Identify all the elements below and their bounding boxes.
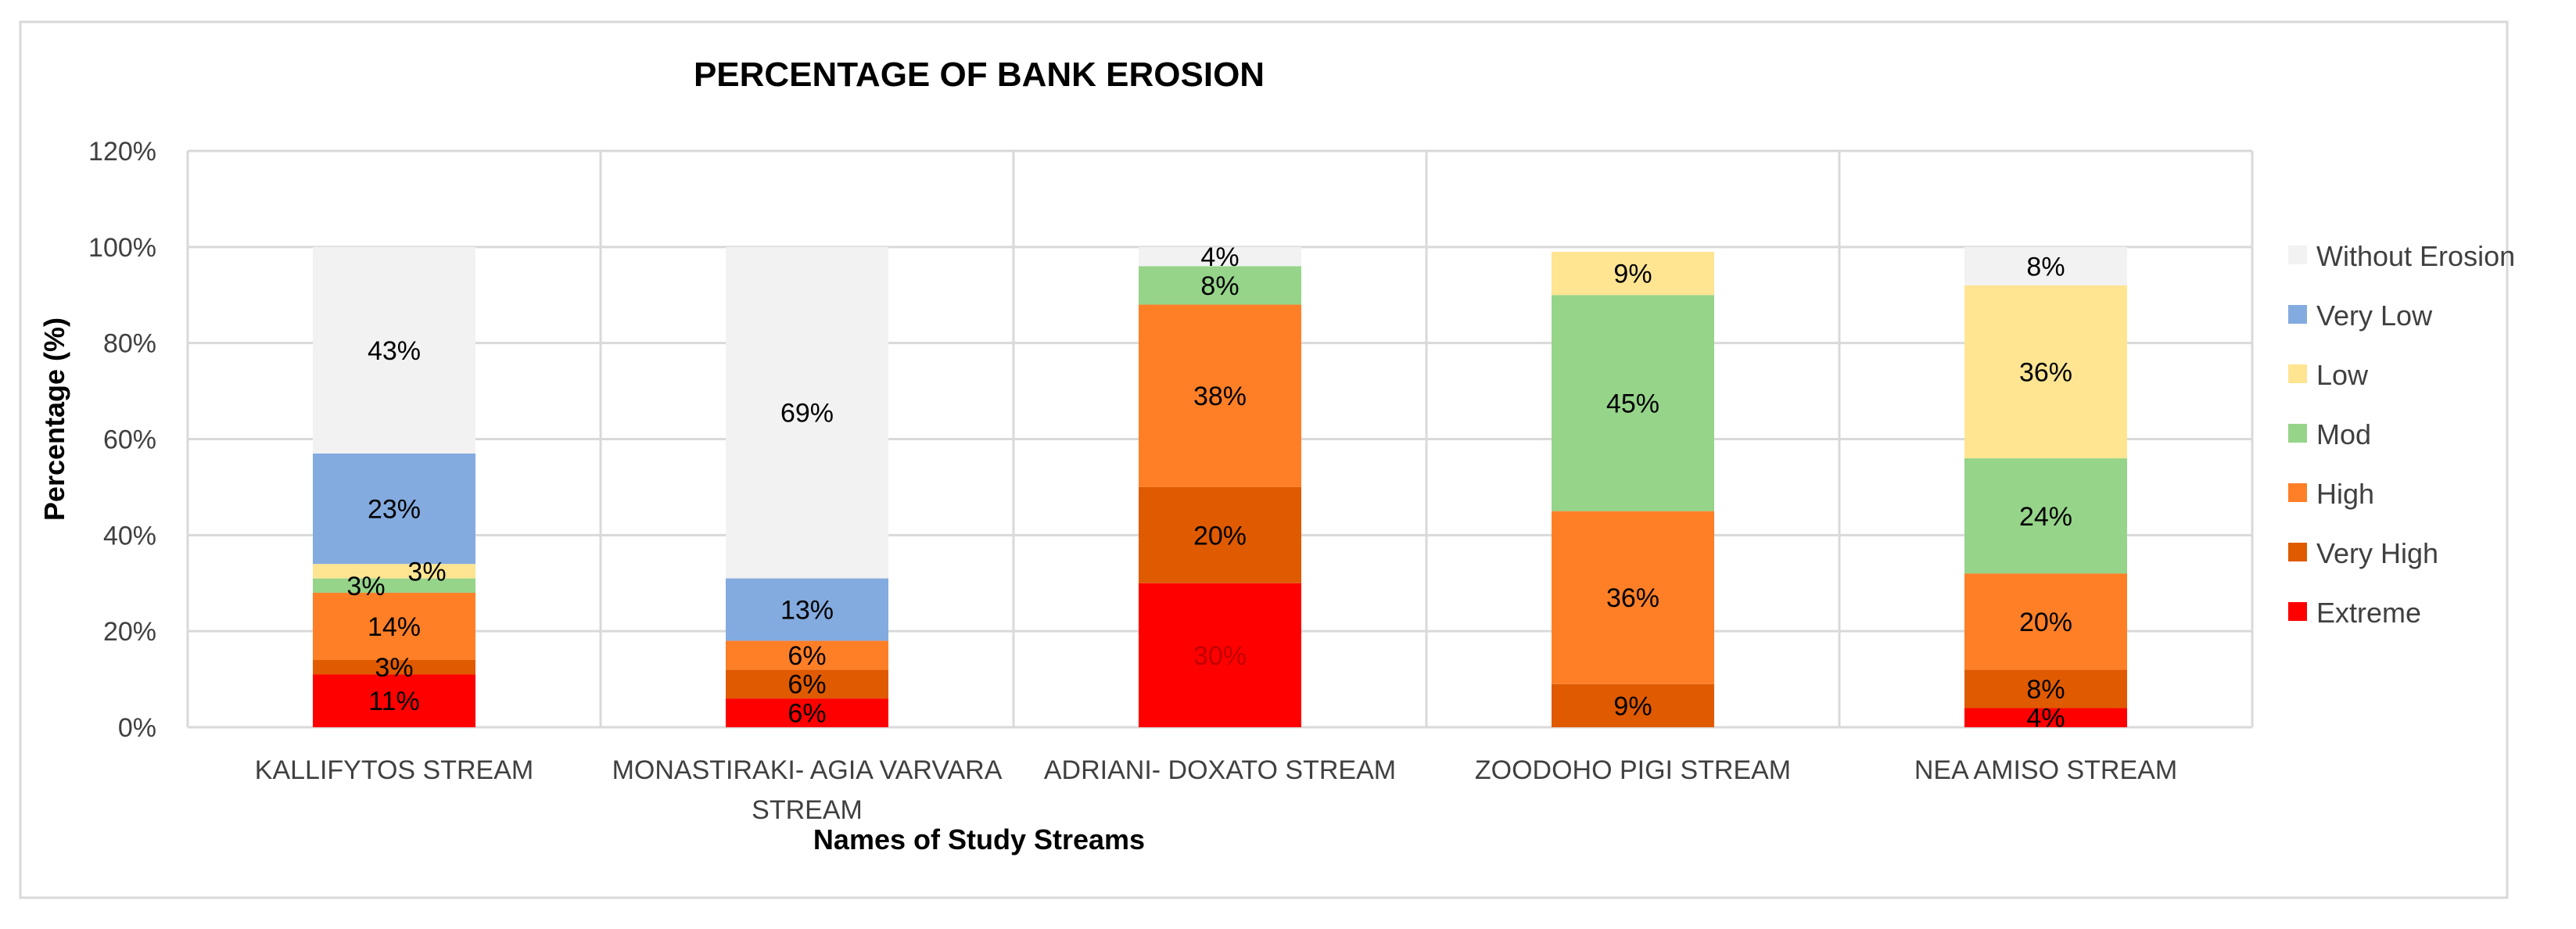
bar-segment — [313, 593, 475, 661]
x-tick-label: NEA AMISO STREAM — [1914, 755, 2177, 785]
data-label: 30% — [1193, 641, 1247, 671]
bar-segment — [726, 246, 888, 579]
legend-swatch — [2288, 305, 2307, 324]
data-label: 13% — [780, 596, 834, 626]
legend-swatch — [2288, 483, 2307, 502]
bar-segment — [1139, 486, 1301, 583]
bar-segment — [1552, 251, 1714, 296]
data-label: 11% — [368, 687, 420, 716]
legend-label: Without Erosion — [2316, 240, 2515, 272]
legend-item: Very Low — [2288, 300, 2433, 332]
chart-title: PERCENTAGE OF BANK EROSION — [694, 56, 1265, 94]
bar-segment — [726, 698, 888, 727]
data-label: 4% — [2026, 704, 2065, 734]
data-label: 8% — [1200, 271, 1239, 301]
bar-segment — [313, 674, 475, 727]
bar-segment — [313, 246, 475, 454]
data-label: 36% — [1606, 583, 1659, 613]
bar-segment — [1139, 266, 1301, 305]
bar-segment — [1552, 511, 1714, 684]
bars — [313, 246, 2127, 727]
data-label: 36% — [2019, 358, 2072, 388]
bar-segment — [1964, 458, 2127, 574]
legend-label: Extreme — [2316, 597, 2421, 629]
legend-item: High — [2288, 478, 2374, 510]
data-label: 45% — [1606, 389, 1659, 418]
bar-segment — [726, 669, 888, 699]
bar-segment — [313, 578, 475, 594]
legend-label: High — [2316, 478, 2374, 510]
legend-swatch — [2288, 246, 2307, 264]
bar-segment — [1964, 573, 2127, 670]
data-label: 69% — [780, 399, 834, 429]
data-label: 14% — [368, 612, 421, 642]
legend-item: Very High — [2288, 537, 2438, 569]
y-tick-label: 100% — [88, 233, 156, 263]
data-labels: 11%3%14%3% 3%23%43%6%6%6%13%69%30%20%38%8… — [346, 242, 2072, 734]
legend-item: Without Erosion — [2288, 240, 2515, 272]
legend-item: Mod — [2288, 418, 2371, 450]
y-tick-label: 120% — [88, 137, 156, 167]
bar-segment — [726, 640, 888, 670]
data-label: 8% — [2026, 252, 2065, 282]
data-label: 9% — [1613, 260, 1652, 289]
x-tick-label: ZOODOHO PIGI STREAM — [1475, 755, 1791, 785]
y-tick-label: 0% — [118, 713, 156, 743]
bar-segment — [1552, 683, 1714, 727]
data-label: 23% — [368, 495, 421, 525]
bar-segment — [1964, 708, 2127, 727]
bar-segment — [1139, 246, 1301, 267]
data-label: 20% — [2019, 608, 2072, 637]
legend-swatch — [2288, 424, 2307, 443]
bar-segment — [1139, 583, 1301, 727]
bar-segment — [313, 660, 475, 675]
legend-label: Low — [2316, 359, 2369, 391]
data-label: 43% — [368, 336, 421, 366]
y-axis-title: Percentage (%) — [38, 317, 70, 521]
data-label: 9% — [1613, 691, 1652, 721]
bar-segment — [726, 578, 888, 641]
legend: Without Erosion Very Low Low Mod High Very Hi… — [2288, 240, 2515, 629]
bar-segment — [1552, 295, 1714, 511]
legend-label: Very Low — [2316, 300, 2433, 332]
x-axis-title: Names of Study Streams — [813, 823, 1145, 855]
legend-item: Low — [2288, 359, 2369, 391]
legend-swatch — [2288, 543, 2307, 561]
y-tick-label: 60% — [103, 425, 156, 455]
data-label: 6% — [788, 670, 826, 700]
legend-label: Mod — [2316, 418, 2371, 450]
legend-swatch — [2288, 364, 2307, 383]
y-tick-label: 80% — [103, 329, 156, 359]
data-label: 6% — [788, 699, 826, 729]
data-label: 38% — [1193, 382, 1247, 411]
y-axis-tick-labels: 0% 20% 40% 60% 80% 100% 120% — [88, 137, 156, 743]
bar-segment — [1964, 285, 2127, 459]
y-tick-label: 20% — [103, 617, 156, 647]
legend-swatch — [2288, 602, 2307, 621]
data-label: 3% — [375, 653, 413, 683]
data-label: 3% — [407, 557, 446, 586]
x-tick-label: KALLIFYTOS STREAM — [255, 755, 533, 785]
bar-segment — [1964, 246, 2127, 285]
data-label: 20% — [1193, 521, 1247, 551]
bar-segment — [1964, 669, 2127, 708]
legend-label: Very High — [2316, 537, 2438, 569]
y-tick-label: 40% — [103, 521, 156, 551]
x-tick-label: STREAM — [752, 795, 863, 825]
bar-segment — [313, 453, 475, 565]
data-label: 24% — [2019, 502, 2072, 532]
data-label: 6% — [788, 641, 826, 671]
data-label: 3% — [346, 572, 385, 601]
bar-segment — [1139, 304, 1301, 487]
data-label: 4% — [1200, 242, 1239, 272]
data-label: 8% — [2026, 675, 2065, 705]
x-axis-tick-labels: KALLIFYTOS STREAM MONASTIRAKI- AGIA VARVA… — [255, 755, 2177, 825]
x-tick-label: ADRIANI- DOXATO STREAM — [1044, 755, 1396, 785]
x-tick-label: MONASTIRAKI- AGIA VARVARA — [612, 755, 1003, 785]
legend-item: Extreme — [2288, 597, 2421, 629]
bar-segment — [313, 564, 475, 579]
